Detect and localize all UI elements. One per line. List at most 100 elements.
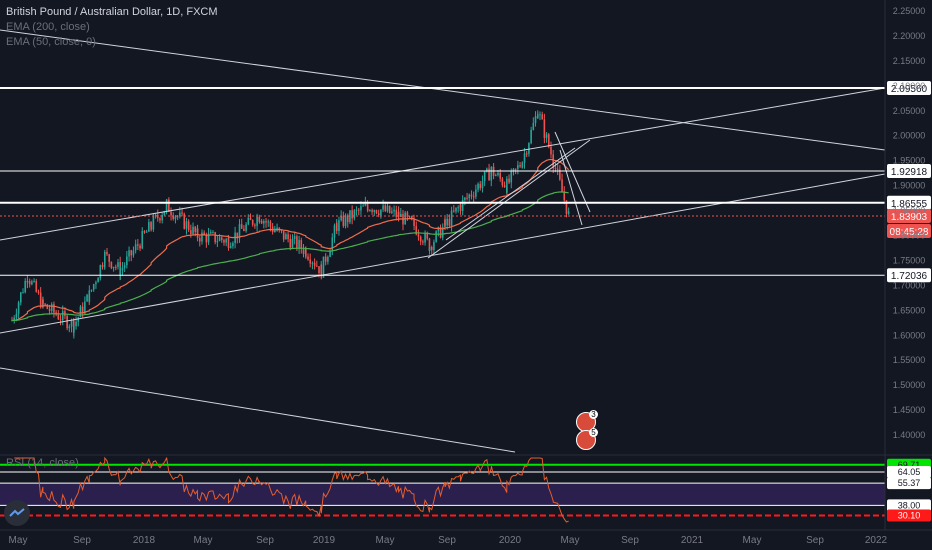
candle-body [486,168,488,172]
candle-body [168,199,170,212]
candle-body [362,205,364,207]
candle-body [128,250,130,257]
symbol-title[interactable]: British Pound / Australian Dollar, 1D, F… [6,6,218,18]
candle-body [258,220,261,222]
level-price-tag [887,81,931,96]
ema50-legend[interactable]: EMA (50, close, 0) [6,36,96,48]
candle-body [251,220,254,225]
candle-body [364,202,367,206]
candle-body [494,175,497,177]
price-tick-label: 1.80000 [893,230,926,240]
ema200-legend[interactable]: EMA (200, close) [6,21,90,33]
candle-body [406,212,409,217]
candle-body [419,236,422,242]
candle-body [61,311,64,321]
candle-body [209,232,212,234]
level-price-label: 1.92918 [891,167,928,178]
candle-body [81,306,84,314]
candle-body [539,114,541,116]
candle-body [33,280,35,282]
candle-body [556,168,559,170]
candle-body [450,210,453,226]
candle-body [501,178,504,186]
price-tick-label: 1.55000 [893,355,926,365]
candle-body [453,210,455,212]
candle-body [256,216,258,226]
candle-body [152,216,155,230]
candle-body [388,205,391,213]
candle-body [205,234,208,243]
candle-body [121,267,124,271]
candle-body [46,304,49,309]
level-price-tag [887,268,931,283]
candle-body [265,221,267,223]
candle-body [92,284,95,290]
candle-body [428,246,431,252]
candle-body [287,234,289,240]
last-price-tag [887,209,931,224]
time-tick-label: May [376,535,395,546]
candle-body [24,281,26,293]
candle-body [59,319,62,321]
time-axis[interactable]: May Sep 2018 May Sep 2019 May Sep 2020 May Sep 2021… [0,529,932,546]
candle-body [53,304,55,313]
last-price-label: 1.83903 [891,212,928,223]
candle-body [490,171,493,181]
candle-body [229,246,232,248]
rsi-level-label: 38.00 [898,500,921,510]
candle-body [435,231,437,242]
candle-body [375,210,378,214]
candle-body [15,313,18,318]
event-badge-icon[interactable]: 5 [576,428,598,450]
candle-body [490,166,493,172]
candle-body [130,250,133,256]
candle-body [216,240,219,243]
candle-body [506,178,508,193]
candle-body [512,168,515,172]
price-tick-label: 1.40000 [893,430,926,440]
candle-body [353,210,356,219]
candle-body [218,237,221,241]
rsi-level-label: 64.05 [898,467,921,477]
candle-body [472,196,475,198]
candle-body [510,171,513,183]
candle-body [413,220,415,226]
candle-body [479,183,482,189]
candle-body [455,207,457,212]
candle-body [346,215,349,223]
candle-body [517,165,519,169]
candle-body [477,183,479,190]
candle-body [192,226,194,235]
rsi-legend[interactable]: RSI (14, close) [6,457,79,469]
candle-body [384,205,387,212]
candle-body [305,249,307,257]
candle-body [525,153,528,155]
candle-body [70,320,73,327]
candle-body [11,320,13,322]
trendlines [0,29,886,453]
candle-body [532,123,535,130]
candle-body [333,225,336,238]
candle-body [563,191,566,201]
candle-body [488,168,490,181]
ema200-line [11,191,569,322]
candle-body [541,114,543,120]
candle-body [497,173,499,176]
candle-body [95,282,97,285]
candle-body [519,165,521,167]
price-axis[interactable]: 2.25000 2.20000 2.15000 2.10000 2.05000 2.000… [884,0,926,530]
candle-body [466,197,468,199]
candle-body [245,224,247,231]
candle-body [371,210,373,212]
candle-body [159,218,161,221]
candle-body [282,230,285,240]
candle-body [278,227,281,230]
tradingview-logo-icon[interactable] [4,500,30,526]
candle-body [543,119,546,139]
candle-body [73,326,75,333]
candle-body [225,239,227,243]
candle-body [110,261,113,269]
candle-body [90,289,93,291]
candle-body [84,301,86,314]
